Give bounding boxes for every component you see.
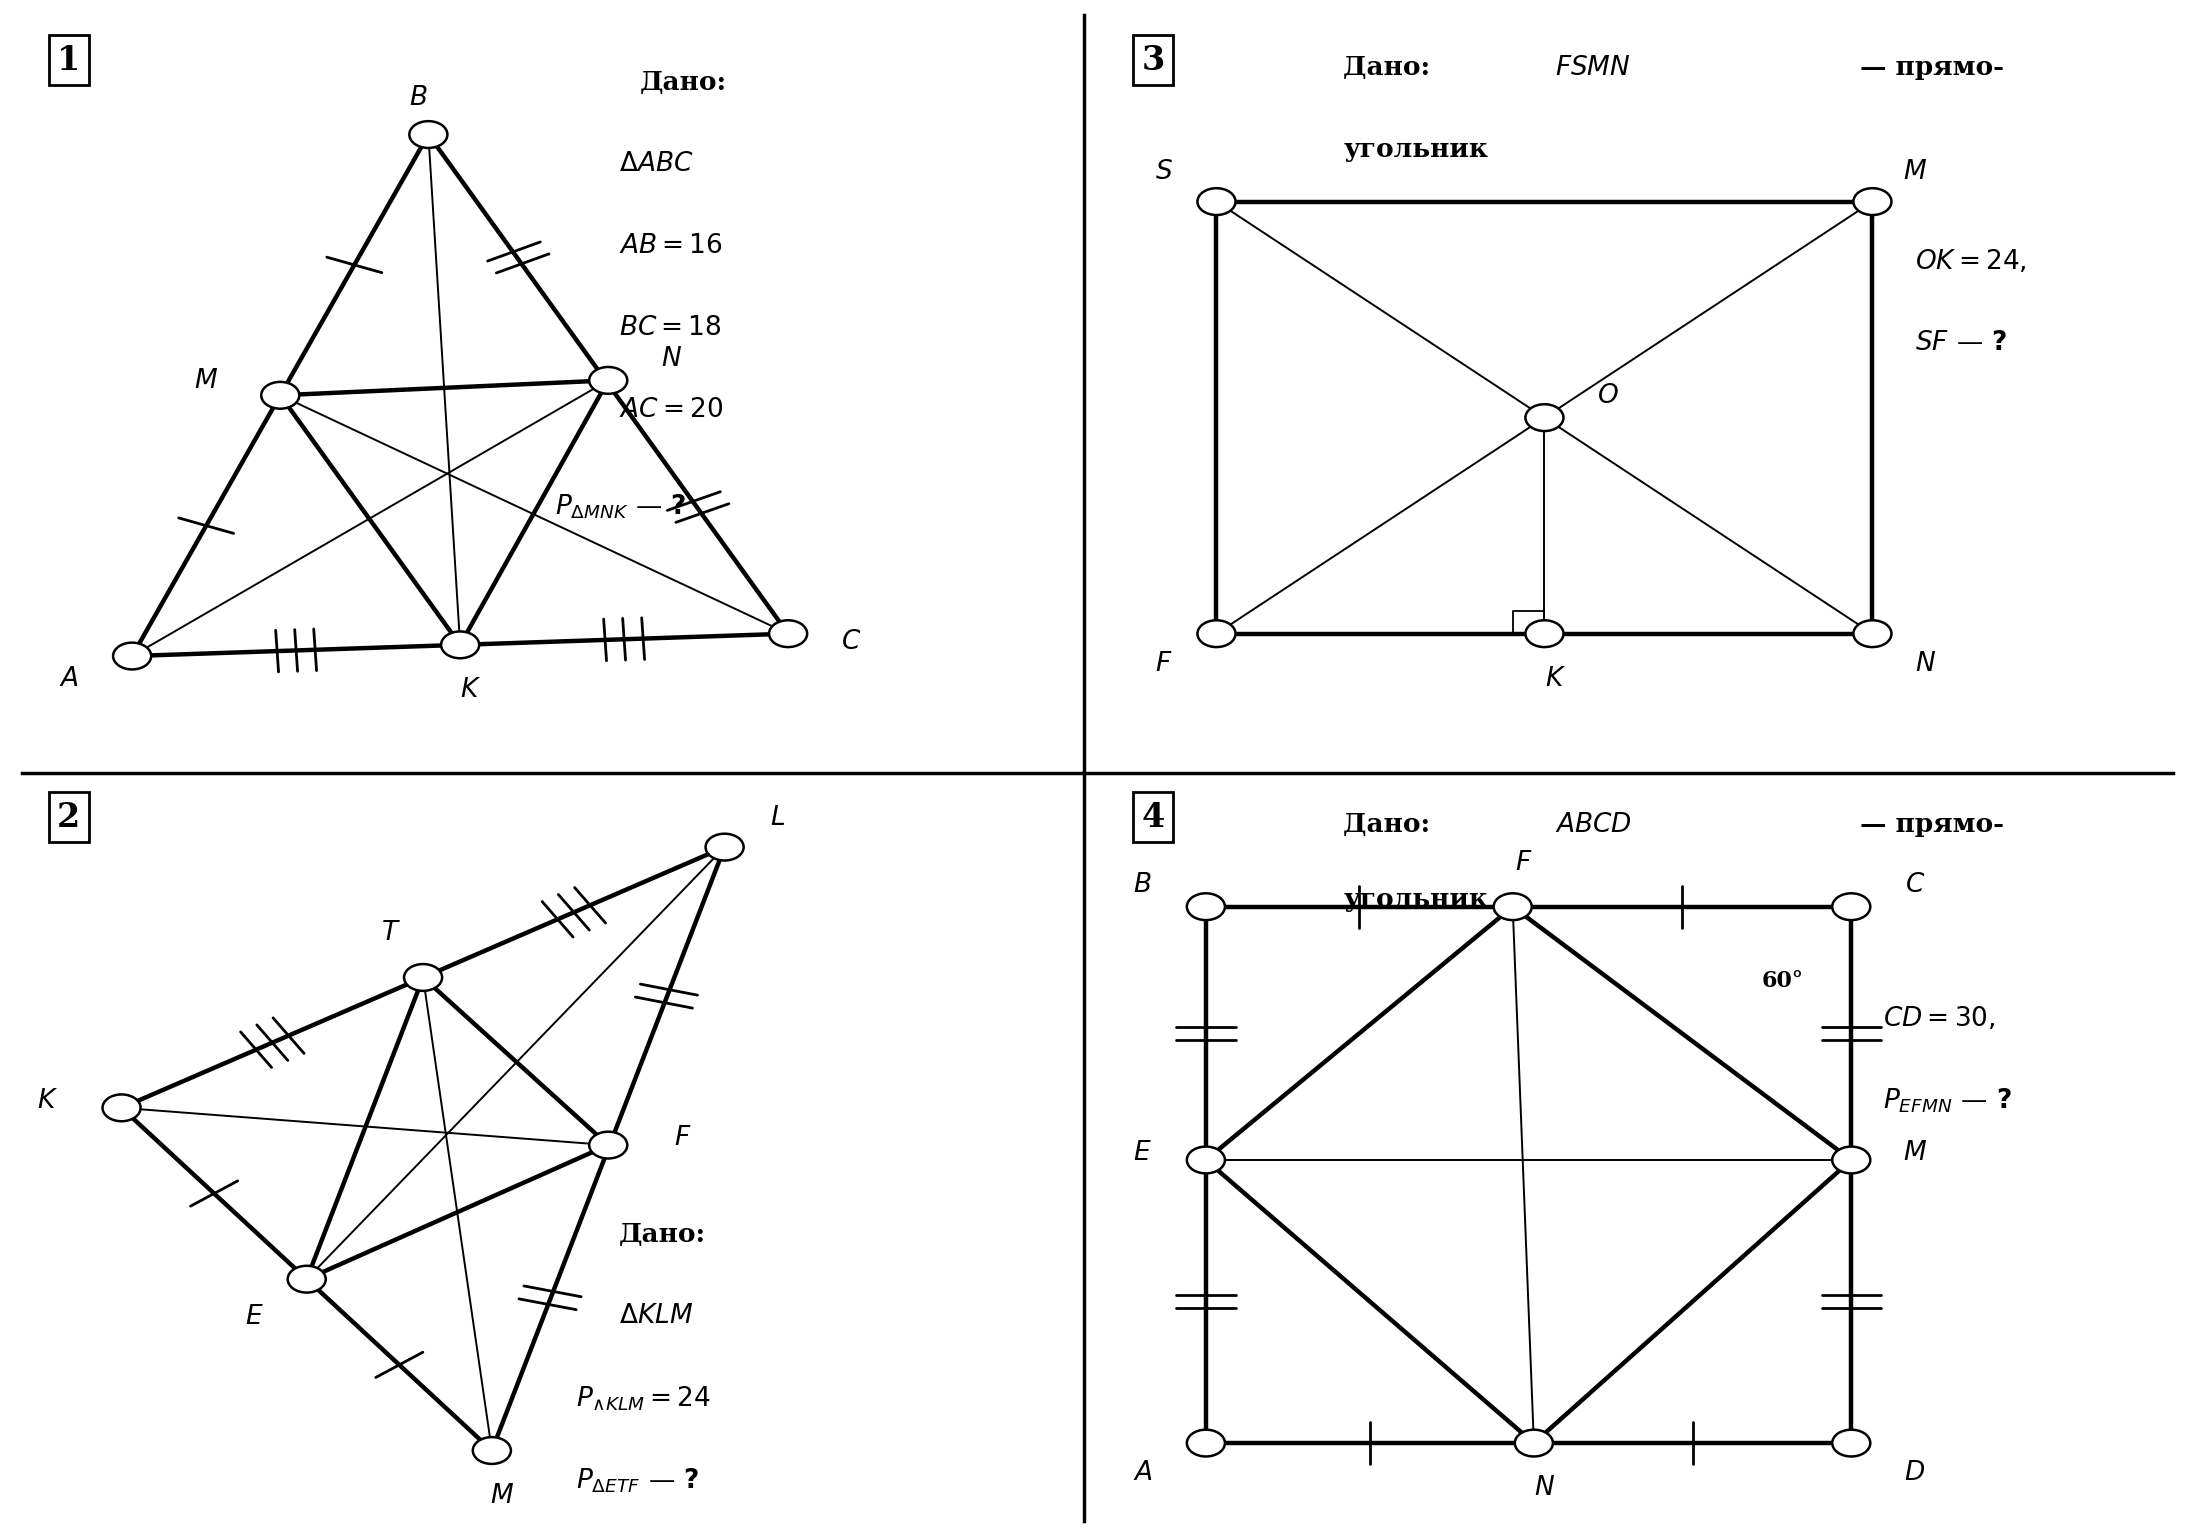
Text: $M$: $M$ bbox=[193, 369, 217, 393]
Text: $T$: $T$ bbox=[382, 920, 402, 945]
Circle shape bbox=[588, 1132, 628, 1158]
Text: $AB = 16$: $AB = 16$ bbox=[619, 233, 722, 260]
Circle shape bbox=[588, 367, 628, 393]
Text: $M$: $M$ bbox=[1903, 1140, 1927, 1164]
Text: $L$: $L$ bbox=[770, 805, 786, 829]
Circle shape bbox=[768, 621, 808, 647]
Text: 2: 2 bbox=[57, 800, 81, 834]
Text: $F$: $F$ bbox=[674, 1126, 691, 1150]
Text: $SF$ — ?: $SF$ — ? bbox=[1914, 330, 2006, 356]
Circle shape bbox=[1493, 894, 1532, 920]
Text: $\Delta KLM$: $\Delta KLM$ bbox=[619, 1304, 694, 1330]
Text: — прямо-: — прямо- bbox=[1850, 55, 2004, 80]
Text: $BC = 18$: $BC = 18$ bbox=[619, 315, 722, 341]
Text: $E$: $E$ bbox=[244, 1304, 263, 1329]
Text: Дано:: Дано: bbox=[1343, 813, 1440, 837]
Circle shape bbox=[1833, 1146, 1870, 1174]
Text: угольник: угольник bbox=[1343, 886, 1488, 912]
Text: $B$: $B$ bbox=[1133, 872, 1152, 897]
Circle shape bbox=[114, 642, 151, 670]
Text: $B$: $B$ bbox=[408, 84, 428, 109]
Text: $P_{\Delta ETF}$ — ?: $P_{\Delta ETF}$ — ? bbox=[577, 1465, 700, 1495]
Text: $K$: $K$ bbox=[461, 677, 481, 702]
Circle shape bbox=[705, 834, 744, 860]
Text: $A$: $A$ bbox=[59, 667, 79, 691]
Circle shape bbox=[288, 1266, 325, 1293]
Text: 1: 1 bbox=[57, 43, 81, 77]
Text: $O$: $O$ bbox=[1598, 382, 1618, 407]
Text: $P_{\wedge KLM} = 24$: $P_{\wedge KLM} = 24$ bbox=[577, 1384, 711, 1413]
Text: Дано:: Дано: bbox=[641, 71, 727, 95]
Circle shape bbox=[1515, 1430, 1552, 1456]
Text: 3: 3 bbox=[1141, 43, 1166, 77]
Text: $N$: $N$ bbox=[1914, 651, 1936, 676]
Circle shape bbox=[1853, 621, 1892, 647]
Text: $F$: $F$ bbox=[1155, 651, 1172, 676]
Text: $K$: $K$ bbox=[37, 1087, 57, 1114]
Text: $F$: $F$ bbox=[1515, 849, 1532, 874]
Text: $AC = 20$: $AC = 20$ bbox=[619, 398, 722, 424]
Text: $M$: $M$ bbox=[489, 1482, 514, 1508]
Text: $A$: $A$ bbox=[1133, 1461, 1152, 1485]
Text: $N$: $N$ bbox=[1534, 1475, 1554, 1501]
Text: $FSMN$: $FSMN$ bbox=[1554, 54, 1631, 80]
Circle shape bbox=[261, 382, 299, 409]
Circle shape bbox=[404, 965, 441, 991]
Circle shape bbox=[1198, 189, 1236, 215]
Text: $K$: $K$ bbox=[1545, 667, 1565, 691]
Circle shape bbox=[1187, 894, 1225, 920]
Circle shape bbox=[472, 1438, 511, 1464]
Circle shape bbox=[1833, 894, 1870, 920]
Text: угольник: угольник bbox=[1343, 137, 1488, 161]
Circle shape bbox=[1198, 621, 1236, 647]
Circle shape bbox=[1187, 1430, 1225, 1456]
Text: — прямо-: — прямо- bbox=[1850, 813, 2004, 837]
Circle shape bbox=[1187, 1146, 1225, 1174]
Text: $N$: $N$ bbox=[661, 346, 683, 370]
Text: $CD = 30,$: $CD = 30,$ bbox=[1883, 1005, 1995, 1032]
Text: $C$: $C$ bbox=[841, 628, 863, 654]
Text: $P_{EFMN}$ — ?: $P_{EFMN}$ — ? bbox=[1883, 1086, 2013, 1115]
Circle shape bbox=[1833, 1430, 1870, 1456]
Text: $D$: $D$ bbox=[1905, 1461, 1925, 1485]
Text: Дано:: Дано: bbox=[619, 1223, 707, 1247]
Text: $OK = 24,$: $OK = 24,$ bbox=[1914, 247, 2026, 275]
Text: $P_{\Delta MNK}$ — ?: $P_{\Delta MNK}$ — ? bbox=[555, 493, 687, 521]
Text: Дано:: Дано: bbox=[1343, 55, 1440, 80]
Text: $\Delta ABC$: $\Delta ABC$ bbox=[619, 152, 694, 177]
Text: $ABCD$: $ABCD$ bbox=[1554, 811, 1633, 837]
Text: $M$: $M$ bbox=[1903, 160, 1927, 184]
Circle shape bbox=[1526, 621, 1563, 647]
Text: 4: 4 bbox=[1141, 800, 1166, 834]
Text: $C$: $C$ bbox=[1905, 872, 1925, 897]
Text: 60°: 60° bbox=[1763, 971, 1804, 992]
Circle shape bbox=[441, 631, 479, 659]
Text: $E$: $E$ bbox=[1133, 1140, 1152, 1164]
Circle shape bbox=[1853, 189, 1892, 215]
Circle shape bbox=[103, 1095, 140, 1121]
Circle shape bbox=[408, 121, 448, 147]
Text: $S$: $S$ bbox=[1155, 160, 1172, 184]
Circle shape bbox=[1526, 404, 1563, 432]
